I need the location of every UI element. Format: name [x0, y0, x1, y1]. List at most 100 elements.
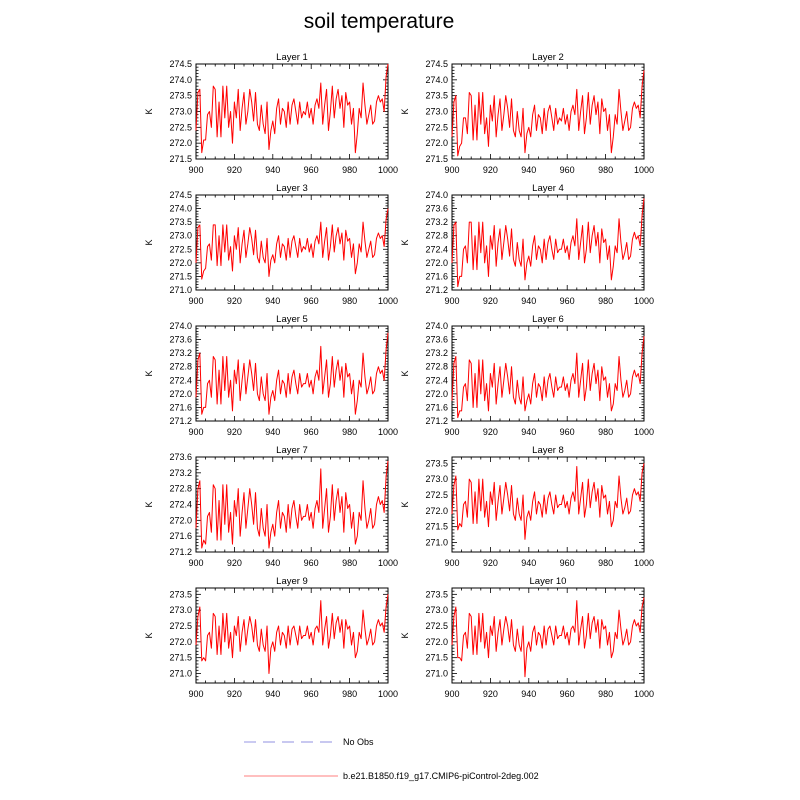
y-tick-label: 271.6	[425, 271, 448, 281]
x-tick-label: 940	[521, 165, 536, 175]
y-tick-label: 271.0	[169, 285, 192, 295]
x-tick-label: 1000	[634, 165, 654, 175]
y-axis-label: K	[144, 632, 154, 638]
y-tick-label: 272.0	[169, 389, 192, 399]
panel-title: Layer 1	[276, 52, 308, 63]
y-tick-label: 271.0	[425, 538, 448, 548]
series-line-layer-6	[451, 336, 645, 419]
y-tick-label: 273.0	[425, 474, 448, 484]
x-tick-label: 1000	[634, 427, 654, 437]
y-tick-label: 272.5	[425, 621, 448, 631]
y-tick-label: 272.0	[425, 389, 448, 399]
panel-title: Layer 5	[276, 314, 308, 325]
series-line-layer-10	[451, 597, 645, 678]
x-tick-label: 980	[342, 296, 357, 306]
panel-layer-4: Layer 4 900 920 940 960 980 1000 271.2 271.6 272.…	[400, 183, 654, 306]
y-tick-label: 272.0	[425, 258, 448, 268]
y-tick-label: 273.5	[425, 458, 448, 468]
y-tick-label: 274.0	[169, 75, 192, 85]
y-tick-label: 271.5	[169, 154, 192, 164]
x-tick-label: 960	[560, 165, 575, 175]
x-tick-label: 1000	[378, 558, 398, 568]
y-tick-label: 272.8	[425, 231, 448, 241]
y-tick-label: 272.0	[169, 637, 192, 647]
y-tick-label: 273.5	[169, 91, 192, 101]
y-axis-label: K	[144, 108, 154, 114]
x-tick-label: 960	[560, 689, 575, 699]
x-tick-label: 940	[521, 689, 536, 699]
y-tick-label: 273.6	[169, 335, 192, 345]
panel-layer-7: Layer 7 900 920 940 960 980 1000 271.2 271.6 272.…	[144, 445, 398, 568]
y-tick-label: 272.8	[169, 362, 192, 372]
y-tick-label: 272.8	[425, 362, 448, 372]
legend-label-model-run: b.e21.B1850.f19_g17.CMIP6-piControl-2deg…	[343, 771, 539, 781]
y-tick-label: 271.6	[425, 402, 448, 412]
panel-layer-8: Layer 8 900 920 940 960 980 1000 271.0 271.5 272.…	[400, 445, 654, 568]
plot-frame	[195, 456, 389, 553]
series-line-layer-5	[195, 332, 389, 415]
x-tick-label: 900	[444, 296, 459, 306]
y-tick-label: 271.2	[169, 547, 192, 557]
x-tick-label: 980	[598, 296, 613, 306]
x-tick-label: 940	[265, 558, 280, 568]
panel-title: Layer 6	[532, 314, 564, 325]
y-tick-label: 273.5	[425, 589, 448, 599]
y-tick-label: 274.0	[425, 190, 448, 200]
y-tick-label: 271.0	[425, 669, 448, 679]
y-tick-label: 273.2	[425, 348, 448, 358]
x-tick-label: 900	[188, 689, 203, 699]
y-axis-label: K	[400, 370, 410, 376]
x-tick-label: 1000	[378, 427, 398, 437]
x-tick-label: 920	[483, 558, 498, 568]
x-tick-label: 960	[304, 427, 319, 437]
y-tick-label: 271.5	[425, 154, 448, 164]
y-tick-label: 272.5	[425, 122, 448, 132]
panel-layer-5: Layer 5 900 920 940 960 980 1000 271.2 271.6 272.…	[144, 314, 398, 437]
panel-title: Layer 4	[532, 183, 564, 194]
y-axis-label: K	[400, 501, 410, 507]
x-tick-label: 980	[342, 689, 357, 699]
x-tick-label: 900	[444, 689, 459, 699]
y-tick-label: 273.0	[425, 107, 448, 117]
y-tick-label: 273.0	[169, 231, 192, 241]
y-tick-label: 272.0	[169, 258, 192, 268]
x-tick-label: 1000	[378, 296, 398, 306]
chart-panels: Layer 1 900 920 940 960 980 1000 271.5 272.0 272.…	[144, 52, 654, 699]
panel-title: Layer 3	[276, 183, 308, 194]
x-tick-label: 960	[560, 427, 575, 437]
y-tick-label: 273.6	[169, 452, 192, 462]
y-tick-label: 273.2	[169, 348, 192, 358]
plot-frame	[195, 325, 389, 422]
x-tick-label: 900	[444, 165, 459, 175]
x-tick-label: 920	[227, 165, 242, 175]
series-line-layer-2	[451, 70, 645, 157]
legend: No Obs b.e21.B1850.f19_g17.CMIP6-piContr…	[244, 737, 539, 781]
x-tick-label: 1000	[634, 558, 654, 568]
y-tick-label: 271.6	[169, 531, 192, 541]
y-tick-label: 273.2	[425, 217, 448, 227]
y-tick-label: 271.5	[169, 271, 192, 281]
panel-title: Layer 2	[532, 52, 564, 63]
x-tick-label: 980	[598, 558, 613, 568]
panel-title: Layer 10	[530, 576, 567, 587]
x-tick-label: 1000	[634, 689, 654, 699]
y-tick-label: 272.0	[425, 138, 448, 148]
series-line-layer-7	[195, 460, 389, 549]
x-tick-label: 920	[227, 689, 242, 699]
y-tick-label: 271.6	[169, 402, 192, 412]
y-tick-label: 271.5	[425, 522, 448, 532]
y-tick-label: 272.8	[169, 484, 192, 494]
y-tick-label: 274.0	[169, 204, 192, 214]
series-line-layer-3	[195, 208, 389, 280]
y-tick-label: 273.5	[169, 589, 192, 599]
plot-frame	[451, 325, 645, 422]
y-axis-label: K	[400, 239, 410, 245]
x-tick-label: 940	[521, 558, 536, 568]
y-tick-label: 273.2	[169, 468, 192, 478]
y-tick-label: 273.5	[169, 217, 192, 227]
y-tick-label: 272.4	[425, 375, 448, 385]
series-line-layer-8	[451, 463, 645, 540]
y-axis-label: K	[144, 501, 154, 507]
panel-layer-2: Layer 2 900 920 940 960 980 1000 271.5 272.0 272.…	[400, 52, 654, 175]
